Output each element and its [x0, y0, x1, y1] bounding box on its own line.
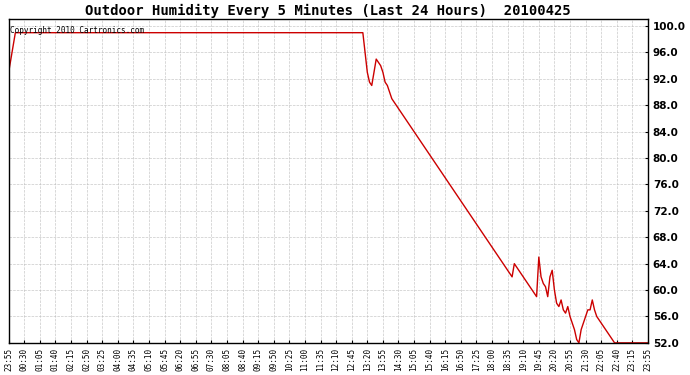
Text: Copyright 2010 Cartronics.com: Copyright 2010 Cartronics.com: [10, 26, 144, 35]
Title: Outdoor Humidity Every 5 Minutes (Last 24 Hours)  20100425: Outdoor Humidity Every 5 Minutes (Last 2…: [86, 4, 571, 18]
